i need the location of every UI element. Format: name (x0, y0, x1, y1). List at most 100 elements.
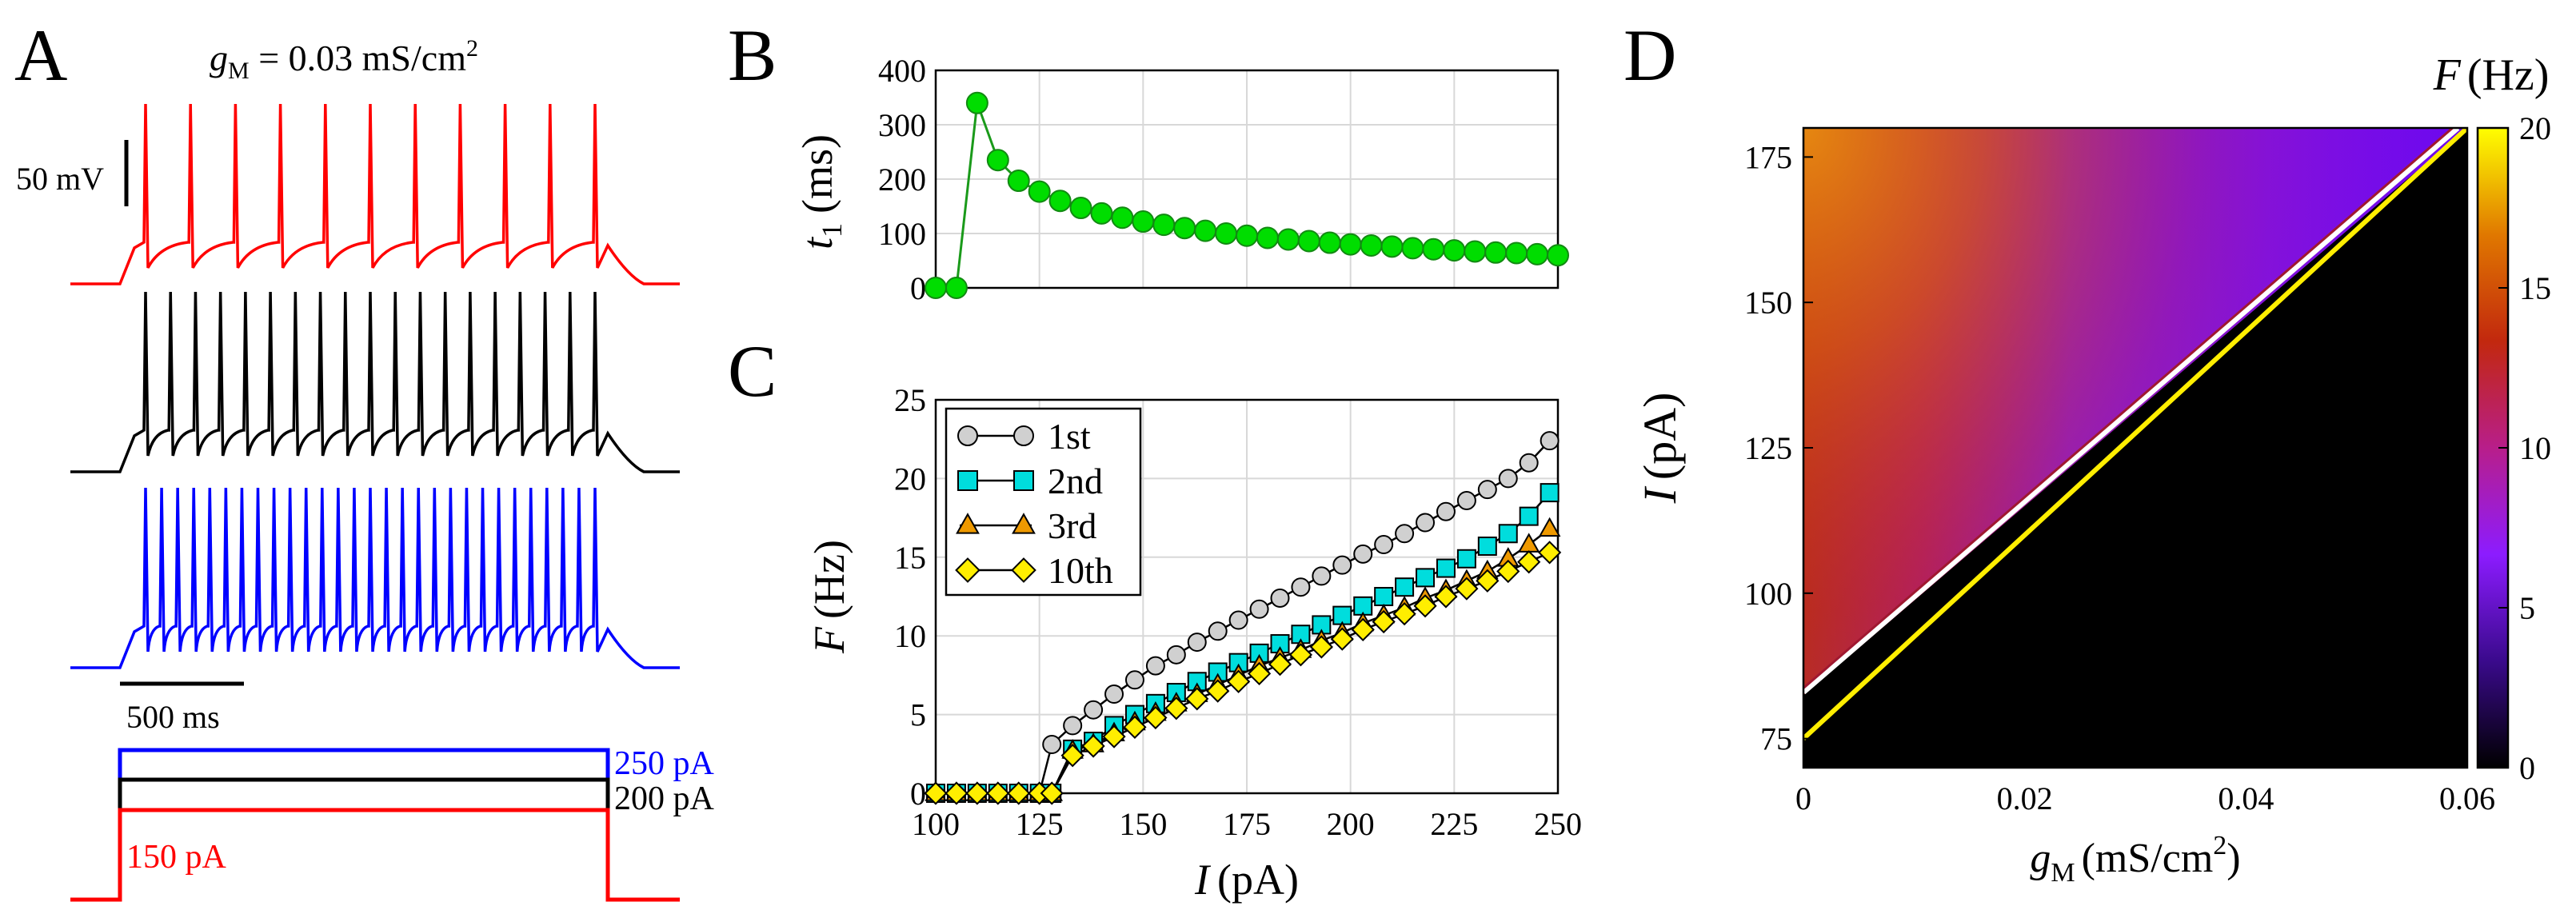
point-1st (1519, 453, 1539, 473)
t1-point (965, 91, 988, 114)
heatmap (1803, 128, 2467, 768)
point-1st (1436, 501, 1456, 521)
panel-c-ylabel-var: F (805, 626, 853, 654)
colorbar-tick-label: 5 (2519, 590, 2535, 626)
point-10th (1040, 781, 1064, 805)
point-2nd (1436, 558, 1456, 578)
point-10th (1164, 696, 1188, 720)
panel-d-xlabel-unit: (mS/cm (2082, 836, 2214, 881)
panel-a-title-sup: 2 (466, 35, 478, 62)
t1-point (1256, 226, 1279, 249)
point-1st (1374, 535, 1394, 555)
panel-letter-c: C (728, 330, 777, 412)
t1-point (1152, 214, 1176, 237)
point-10th (1538, 541, 1562, 565)
panel-d-ylabel: I (pA) (1634, 393, 1686, 505)
panel-d-xlabel-var: g (2030, 836, 2051, 881)
t1-point (1547, 244, 1569, 267)
voltage-trace-150pA (70, 103, 680, 285)
heatmap-white-boundary (1803, 128, 2460, 695)
point-10th (1123, 715, 1147, 739)
point-10th (1227, 669, 1251, 693)
point-1st (1498, 469, 1518, 489)
t1-point (1028, 180, 1051, 203)
legend-marker-1st (1013, 425, 1034, 446)
point-1st (1270, 588, 1290, 608)
panel-d-ylabel-unit: (pA) (1634, 393, 1686, 481)
t1-point (925, 277, 947, 299)
t1-point (1297, 230, 1320, 253)
panel-a-title-rest: = 0.03 mS/cm (250, 38, 467, 78)
colorbar-tick-label: 0 (2519, 750, 2535, 786)
y-tick-label: 300 (878, 107, 926, 143)
point-10th (1288, 643, 1313, 667)
panel-a: A gM = 0.03 mS/cm2 50 mV 500 ms 250 pA 2… (14, 14, 715, 902)
y-tick-label: 175 (1744, 139, 1792, 175)
panel-b-plot-frame (934, 69, 1560, 289)
point-1st (1228, 610, 1248, 630)
point-1st (1063, 716, 1083, 736)
point-1st (1332, 555, 1352, 575)
point-2nd (1498, 524, 1518, 544)
panel-c-ylabel: F (Hz) (805, 540, 853, 654)
panel-d-xlabel: gM (mS/cm2) (2030, 831, 2240, 888)
stimulus-label-150pA: 150 pA (126, 839, 227, 876)
legend-box (945, 407, 1142, 597)
y-tick-label: 150 (1744, 285, 1792, 321)
t1-point (1443, 239, 1466, 262)
point-10th (1330, 627, 1354, 651)
time-scalebar-label: 500 ms (126, 699, 220, 735)
legend-marker-3rd (956, 513, 980, 534)
point-3rd (1538, 517, 1561, 537)
stimulus-label-250pA: 250 pA (614, 745, 715, 782)
t1-point (1401, 237, 1424, 260)
point-2nd (1416, 568, 1436, 588)
panel-letter-b: B (728, 14, 777, 96)
panel-a-title-sub: M (228, 58, 250, 84)
y-tick-label: 20 (894, 461, 926, 497)
legend-label-10th: 10th (1048, 550, 1113, 591)
point-1st (1104, 685, 1124, 704)
point-10th (1268, 653, 1292, 677)
point-1st (1042, 734, 1062, 754)
x-tick-label: 150 (1119, 806, 1167, 842)
t1-point (1422, 237, 1445, 261)
legend-marker-10th (1011, 557, 1036, 583)
y-tick-label: 75 (1760, 721, 1792, 757)
panel-c-series (924, 431, 1562, 805)
colorbar-title-unit: (Hz) (2467, 50, 2550, 100)
point-10th (1434, 585, 1458, 609)
point-2nd (1374, 587, 1394, 606)
legend-marker-1st (957, 425, 978, 446)
point-10th (1351, 617, 1375, 641)
point-1st (1187, 633, 1207, 653)
point-1st (1166, 645, 1186, 665)
point-10th (1206, 679, 1230, 703)
y-tick-label: 25 (894, 382, 926, 418)
panel-letter-d: D (1623, 14, 1676, 96)
t1-point (1464, 240, 1487, 263)
y-tick-label: 100 (1744, 576, 1792, 612)
colorbar-tick-label: 20 (2519, 110, 2551, 146)
x-tick-label: 0.02 (1997, 780, 2053, 816)
t1-point (1048, 190, 1072, 213)
point-10th (1372, 609, 1396, 634)
panel-d-ticks: 0 0.02 0.04 0.06 75 100 125 150 175 (1744, 139, 2495, 816)
panel-b-y-ticks: 0 100 200 300 400 (878, 53, 926, 306)
panel-d-xlabel-sub: M (2051, 858, 2075, 888)
panel-c-plot-frame (934, 398, 1560, 795)
t1-point (1276, 228, 1300, 251)
t1-point (1090, 202, 1113, 225)
panel-letter-a: A (14, 14, 67, 96)
y-tick-label: 0 (910, 776, 926, 812)
stimulus-protocol: 250 pA 200 pA 150 pA (70, 745, 715, 902)
stimulus-trace-250pA (70, 748, 680, 902)
colorbar (2476, 126, 2510, 769)
legend-label-3rd: 3rd (1048, 505, 1096, 546)
point-10th (1007, 781, 1031, 805)
x-tick-label: 250 (1534, 806, 1582, 842)
panel-b-series (925, 91, 1569, 299)
y-tick-label: 100 (878, 216, 926, 252)
panel-a-title-var: g (210, 38, 228, 78)
